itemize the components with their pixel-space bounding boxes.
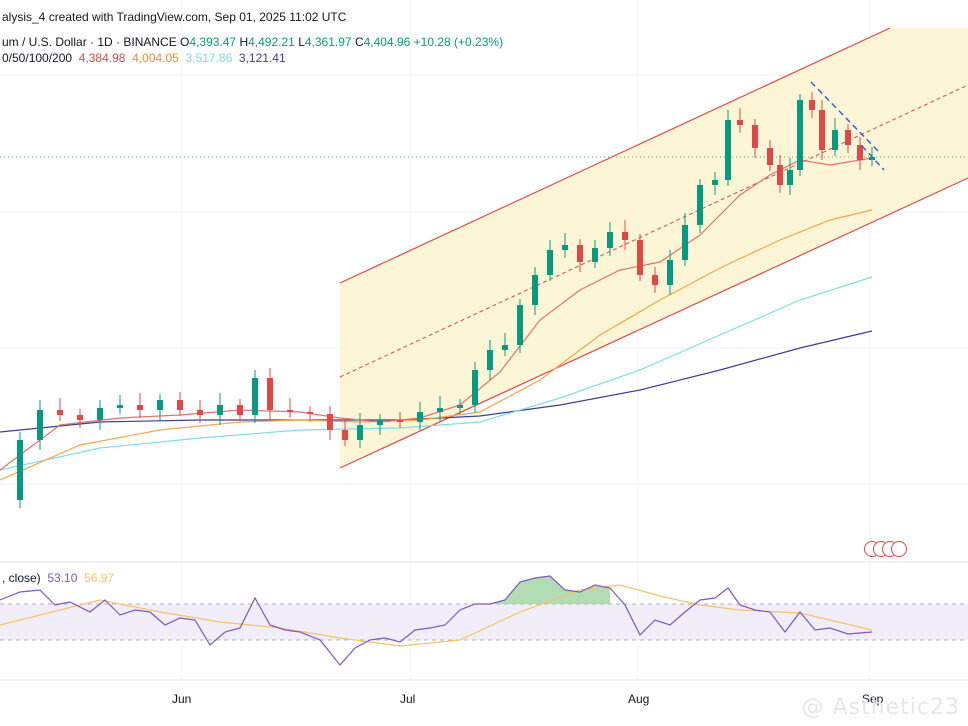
candle-body [77,415,83,420]
candle-body [17,440,23,500]
candle-body [177,400,183,410]
attribution-text: alysis_4 created with TradingView.com, S… [2,10,347,24]
candle-body [712,180,718,185]
candle-body [437,408,443,412]
ma100-value: 3,517.86 [185,51,233,65]
channel-upper-line [339,27,891,284]
candle-body [607,232,613,248]
candle-body [517,305,523,345]
high-value: 4,492.21 [248,35,295,49]
ma200-value: 3,121.41 [238,51,286,65]
candle-body [237,405,243,415]
channel-midline [339,84,968,378]
candle-body [622,232,628,240]
candles [17,92,875,508]
candle-body [267,378,273,410]
candle-body [845,130,851,145]
symbol-label: um / U.S. Dollar · 1D · BINANCE [2,35,177,49]
rsi-value: 53.10 [47,571,78,585]
candle-body [547,250,553,275]
candle-body [487,350,493,370]
candle-body [377,420,383,425]
candle-body [342,430,348,440]
candle-body [737,120,743,125]
candle-body [532,275,538,305]
candle-body [577,245,583,262]
rsi-line [0,575,873,666]
ma50-line [0,209,873,481]
open-value: 4,393.47 [189,35,237,49]
candle-body [457,405,463,408]
candle-body [197,410,203,415]
candle-body [809,100,815,110]
candle-body [697,185,703,225]
candle-body [752,125,758,148]
ma-legend: 0/50/100/200 4,384.98 4,004.05 3,517.86 … [2,51,286,65]
close-value: 4,404.96 [363,35,411,49]
candle-body [472,370,478,405]
event-markers[interactable] [864,540,914,558]
x-tick-aug: Aug [628,692,650,706]
candle-body [819,110,825,150]
channel-fill [340,28,968,468]
x-tick-jul: Jul [400,692,416,706]
ma-label: 0/50/100/200 [2,51,73,65]
candle-body [667,260,673,285]
candle-body [767,148,773,165]
candle-body [57,410,63,415]
candle-body [787,170,793,185]
rsi-ma-line [0,584,873,647]
flag-upper-line [810,81,881,154]
candle-body [117,405,123,408]
candle-body [682,225,688,260]
candle-body [357,425,363,440]
us-flag-icon[interactable] [891,541,907,557]
candle-body [327,414,333,430]
candle-body [307,412,313,414]
candle-body [37,410,43,440]
ohlc-legend: um / U.S. Dollar · 1D · BINANCE O4,393.4… [2,35,504,49]
candle-body [252,378,258,415]
candle-body [562,245,568,250]
watermark: @ Asthetic23 [801,695,960,720]
candle-body [417,412,423,422]
candle-body [652,275,658,285]
ma20-value: 4,384.98 [78,51,126,65]
candle-body [637,240,643,275]
candle-body [217,405,223,415]
candle-body [287,410,293,412]
ma100-line [0,276,873,471]
candle-body [857,145,863,160]
rsi-legend: , close) 53.10 56.97 [2,571,114,585]
candle-body [832,130,838,150]
candle-body [397,420,403,422]
flag-lower-line [861,145,885,171]
change-value: +10.28 (+0.23%) [413,35,504,49]
x-tick-sep: Sep [862,692,884,706]
candle-body [137,405,143,410]
candle-body [502,345,508,350]
candle-body [797,100,803,170]
candle-body [777,165,783,185]
candle-body [592,248,598,262]
candle-body [725,120,731,180]
chart-attribution: alysis_4 created with TradingView.com, S… [2,10,346,24]
channel-lower-line [339,177,968,469]
rsi-overbought-fill [490,576,610,604]
ma200-line [0,330,873,433]
rsi-ma-value: 56.97 [84,571,115,585]
rsi-label: , close) [2,571,41,585]
candle-body [97,408,103,420]
x-tick-jun: Jun [172,692,192,706]
low-value: 4,361.97 [304,35,352,49]
ma50-value: 4,004.05 [132,51,179,65]
candle-body [157,400,163,410]
candle-body [869,157,875,160]
